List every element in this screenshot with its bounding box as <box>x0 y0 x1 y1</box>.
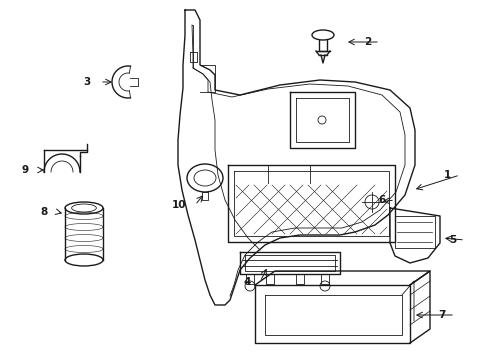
Text: 7: 7 <box>439 310 446 320</box>
Text: 5: 5 <box>449 235 456 245</box>
Text: 2: 2 <box>364 37 371 47</box>
Text: 9: 9 <box>22 165 29 175</box>
Text: 10: 10 <box>172 200 186 210</box>
Text: 8: 8 <box>41 207 48 217</box>
Text: 3: 3 <box>84 77 91 87</box>
Text: 4: 4 <box>244 277 251 287</box>
Text: 1: 1 <box>444 170 451 180</box>
Text: 6: 6 <box>379 195 386 205</box>
